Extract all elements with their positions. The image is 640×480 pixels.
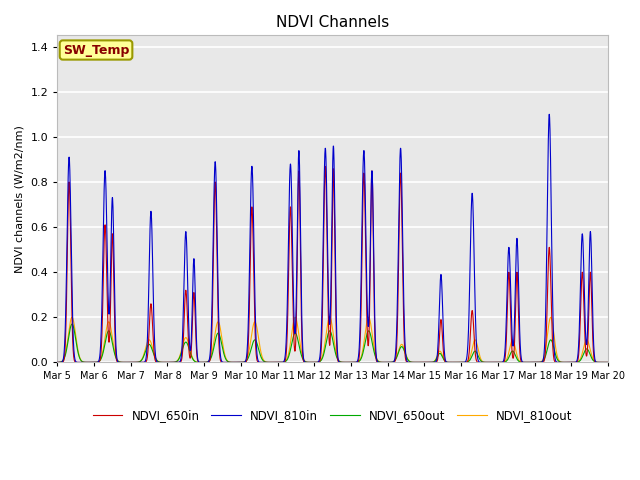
Legend: NDVI_650in, NDVI_810in, NDVI_650out, NDVI_810out: NDVI_650in, NDVI_810in, NDVI_650out, NDV… bbox=[88, 404, 577, 427]
NDVI_810in bbox=[116, 360, 124, 365]
NDVI_810out bbox=[68, 314, 76, 320]
NDVI_650in bbox=[534, 360, 542, 365]
NDVI_810out bbox=[116, 359, 124, 365]
NDVI_810out bbox=[265, 360, 273, 365]
NDVI_650out bbox=[534, 360, 542, 365]
Text: SW_Temp: SW_Temp bbox=[63, 44, 129, 57]
NDVI_810out bbox=[604, 360, 612, 365]
NDVI_650in bbox=[116, 360, 124, 365]
NDVI_650out bbox=[604, 360, 612, 365]
NDVI_650in bbox=[604, 360, 612, 365]
NDVI_650out bbox=[68, 321, 76, 327]
NDVI_810in bbox=[265, 360, 273, 365]
NDVI_650in bbox=[419, 360, 427, 365]
NDVI_650out bbox=[149, 349, 157, 355]
NDVI_650out bbox=[289, 337, 296, 343]
Title: NDVI Channels: NDVI Channels bbox=[276, 15, 389, 30]
NDVI_810out bbox=[419, 360, 427, 365]
Line: NDVI_810out: NDVI_810out bbox=[58, 317, 608, 362]
NDVI_810out bbox=[54, 360, 61, 365]
NDVI_810in bbox=[54, 360, 61, 365]
NDVI_810out bbox=[289, 325, 296, 331]
NDVI_810out bbox=[149, 347, 157, 352]
NDVI_810out bbox=[594, 360, 602, 365]
NDVI_650out bbox=[54, 360, 61, 365]
NDVI_650out bbox=[116, 360, 124, 365]
NDVI_810in bbox=[594, 360, 602, 365]
NDVI_810in bbox=[149, 278, 157, 284]
NDVI_650in bbox=[54, 360, 61, 365]
NDVI_650in bbox=[321, 164, 329, 169]
Y-axis label: NDVI channels (W/m2/nm): NDVI channels (W/m2/nm) bbox=[15, 125, 25, 273]
NDVI_810out bbox=[534, 360, 542, 365]
Line: NDVI_650in: NDVI_650in bbox=[58, 167, 608, 362]
Line: NDVI_650out: NDVI_650out bbox=[58, 324, 608, 362]
NDVI_650out bbox=[593, 360, 601, 365]
NDVI_810in bbox=[545, 111, 553, 117]
NDVI_650in bbox=[265, 360, 273, 365]
NDVI_650in bbox=[594, 360, 602, 365]
NDVI_810in bbox=[534, 360, 542, 365]
NDVI_810in bbox=[289, 244, 296, 250]
NDVI_810in bbox=[604, 360, 612, 365]
Line: NDVI_810in: NDVI_810in bbox=[58, 114, 608, 362]
NDVI_650out bbox=[265, 360, 273, 365]
NDVI_650in bbox=[149, 328, 157, 334]
NDVI_650in bbox=[289, 273, 296, 279]
NDVI_810in bbox=[127, 360, 134, 365]
